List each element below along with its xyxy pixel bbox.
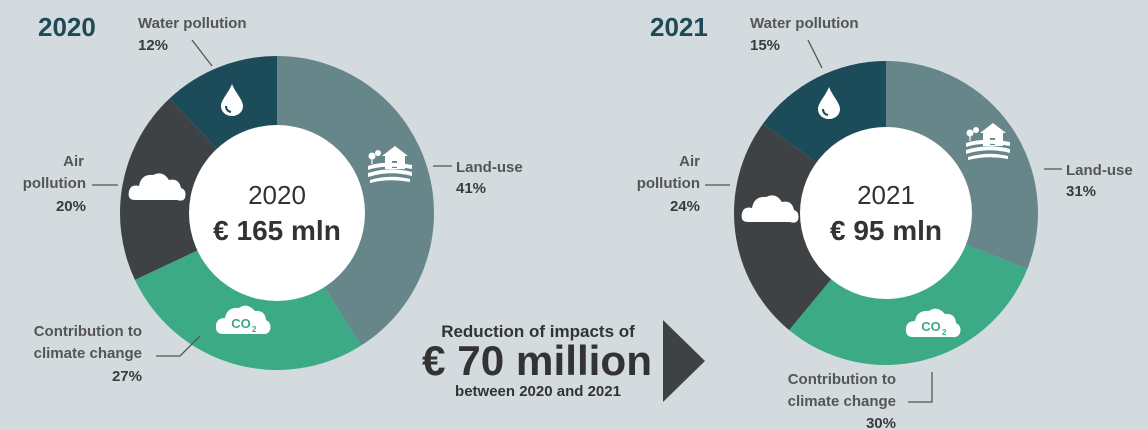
reduction-amount: € 70 million	[422, 337, 652, 384]
percent-land-use: 31%	[1066, 183, 1096, 200]
label-air-1: Air	[679, 153, 700, 170]
center-value-2021: € 95 mln	[830, 215, 942, 246]
triangle-arrow-icon	[663, 320, 705, 402]
percent-climate: 27%	[112, 368, 142, 385]
donut-hole-2021	[800, 127, 972, 299]
label-climate-2: climate change	[34, 345, 142, 362]
co2-cloud-icon: CO 2	[215, 305, 271, 335]
center-label-2021: 2021	[857, 180, 915, 210]
percent-water-pollution: 12%	[138, 37, 168, 54]
leader-climate	[156, 335, 201, 357]
reduction-callout: Reduction of impacts of € 70 million bet…	[422, 320, 705, 402]
svg-text:CO: CO	[921, 319, 941, 334]
leader-water	[191, 39, 213, 67]
chart-title-2020: 2020	[38, 12, 96, 42]
percent-land-use: 41%	[456, 180, 486, 197]
label-land-use: Land-use	[456, 159, 523, 176]
svg-text:2: 2	[942, 328, 947, 337]
chart-title-2021: 2021	[650, 12, 708, 42]
label-air-1: Air	[63, 153, 84, 170]
label-air-2: pollution	[23, 175, 86, 192]
percent-climate: 30%	[866, 415, 896, 430]
label-climate-2: climate change	[788, 393, 896, 410]
center-value-2020: € 165 mln	[213, 215, 341, 246]
leader-climate	[908, 372, 933, 403]
svg-text:2: 2	[252, 325, 257, 334]
svg-text:CO: CO	[231, 316, 251, 331]
co2-cloud-icon: CO 2	[905, 308, 961, 338]
donut-chart-2021: 2021 2021 € 95 mln CO 2 Water pollution …	[637, 12, 1133, 430]
label-climate-1: Contribution to	[34, 323, 142, 340]
reduction-line3: between 2020 and 2021	[455, 383, 621, 400]
label-air-2: pollution	[637, 175, 700, 192]
label-water-pollution: Water pollution	[750, 15, 859, 32]
label-land-use: Land-use	[1066, 162, 1133, 179]
leader-water	[807, 39, 823, 69]
percent-air-pollution: 20%	[56, 198, 86, 215]
reduction-line1: Reduction of impacts of	[441, 322, 635, 341]
label-climate-1: Contribution to	[788, 371, 896, 388]
donut-hole-2020	[189, 125, 365, 301]
label-water-pollution: Water pollution	[138, 15, 247, 32]
center-label-2020: 2020	[248, 180, 306, 210]
donut-chart-2020: 2020 2020 € 165 mln CO 2 Water pollution…	[23, 12, 523, 385]
percent-air-pollution: 24%	[670, 198, 700, 215]
percent-water-pollution: 15%	[750, 37, 780, 54]
